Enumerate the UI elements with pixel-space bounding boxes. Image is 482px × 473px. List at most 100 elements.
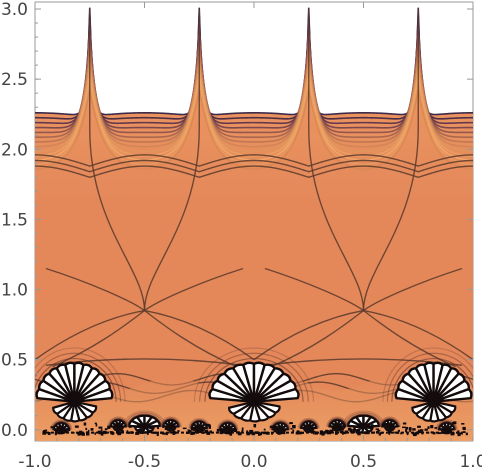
edge-speck [405,428,408,433]
fan-singularity [382,347,473,423]
edge-speck [172,430,176,433]
edge-speck [388,432,391,435]
x-tick-label: 1.0 [459,452,482,472]
edge-speck [249,429,254,433]
edge-speck [260,432,263,436]
fan-halo [299,419,318,429]
fan-halo [216,419,239,430]
fan-halo [378,416,401,428]
edge-speck [439,428,443,431]
edge-speck [462,426,466,431]
edge-speck [412,432,416,435]
edge-speck [408,427,412,431]
edge-speck [246,432,250,436]
fan-halo [204,358,304,402]
fan-halo [391,358,473,402]
edge-speck [200,428,203,431]
upper-band-line [35,41,473,139]
edge-speck [333,426,336,430]
edge-speck [385,423,390,425]
edge-speck [208,425,211,429]
upper-band-line [35,7,473,116]
edge-speck [452,422,455,425]
edge-speck [418,429,422,433]
edge-speck [94,432,96,435]
edge-speck [152,431,157,434]
edge-speck [430,425,434,429]
fan-halo [35,347,126,402]
edge-speck [273,429,277,433]
fan-petal [112,425,121,432]
fan-halo [107,416,130,428]
edge-speck [292,425,296,429]
edge-speck [128,425,132,428]
edge-speck [319,432,322,435]
edge-speck [405,426,408,430]
x-tick-label: 0.5 [350,452,377,472]
fan-petal [362,419,380,429]
edge-speck [263,431,267,434]
contour-line [89,9,146,311]
edge-speck [272,425,276,429]
fan-halo [326,416,349,428]
edge-speck [209,430,212,433]
edge-speck [187,429,190,433]
fan-singularity [297,417,320,433]
edge-speck [289,422,293,425]
edge-speck [409,430,411,433]
edge-speck [457,432,461,437]
fan-halo [160,417,181,428]
edge-speck [172,432,175,435]
edge-speck [258,432,261,436]
fan-singularity [435,419,458,435]
edge-speck [387,430,392,434]
fan-halo [328,418,347,428]
edge-speck [54,429,57,433]
edge-speck [370,424,374,428]
edge-speck [42,431,46,435]
edge-speck [100,432,104,436]
edge-speck [100,428,103,431]
edge-speck [196,430,200,433]
fan-halo [124,412,165,428]
edge-speck [283,432,286,435]
edge-speck [420,429,424,432]
edge-speck [165,422,168,425]
edge-speck [278,431,281,435]
edge-speck [402,422,407,425]
fan-halo [50,419,73,430]
y-tick-label: 2.5 [1,70,28,90]
edge-speck [50,426,55,429]
fan-halo [35,358,117,402]
edge-speck [375,428,379,431]
edge-speck [402,426,406,429]
fan-halo [108,417,129,428]
fan-petal [143,419,161,429]
edge-speck [157,426,159,430]
y-tick-label: 2.0 [1,140,28,160]
upper-band-line [35,21,473,125]
edge-speck [61,427,64,430]
fan-petal [411,400,435,416]
edge-speck [299,431,302,435]
fan-halo [342,410,385,427]
edge-speck [182,427,187,430]
edge-speck [241,430,244,433]
edge-speck [85,427,88,431]
fan-halo [298,418,319,429]
fan-singularity [193,347,315,423]
fan-petal [433,387,473,403]
edge-speck [434,427,437,429]
edge-speck [83,422,87,426]
edge-speck [290,428,293,430]
edge-speck [137,425,140,428]
edge-speck [143,426,146,430]
edge-speck [42,430,46,432]
edge-speck [204,429,209,432]
edge-speck [216,429,220,432]
edge-speck [168,424,171,428]
edge-speck [116,429,120,432]
y-tick-label: 0.0 [1,421,28,441]
fan-petal [302,426,312,433]
